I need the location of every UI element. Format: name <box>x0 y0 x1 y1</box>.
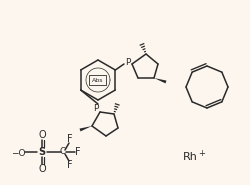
Text: F: F <box>67 134 72 144</box>
Text: P: P <box>93 103 98 112</box>
Polygon shape <box>154 78 166 83</box>
FancyBboxPatch shape <box>89 75 106 85</box>
Text: C: C <box>59 147 65 157</box>
Text: O: O <box>38 130 46 140</box>
Text: −O: −O <box>11 149 25 157</box>
Text: O: O <box>38 164 46 174</box>
Text: P: P <box>125 58 130 66</box>
Polygon shape <box>79 126 92 131</box>
Text: Abs: Abs <box>92 78 103 83</box>
Text: +: + <box>197 149 204 157</box>
Text: F: F <box>75 147 80 157</box>
Text: S: S <box>38 147 46 157</box>
Text: F: F <box>67 160 72 170</box>
Text: Rh: Rh <box>182 152 197 162</box>
